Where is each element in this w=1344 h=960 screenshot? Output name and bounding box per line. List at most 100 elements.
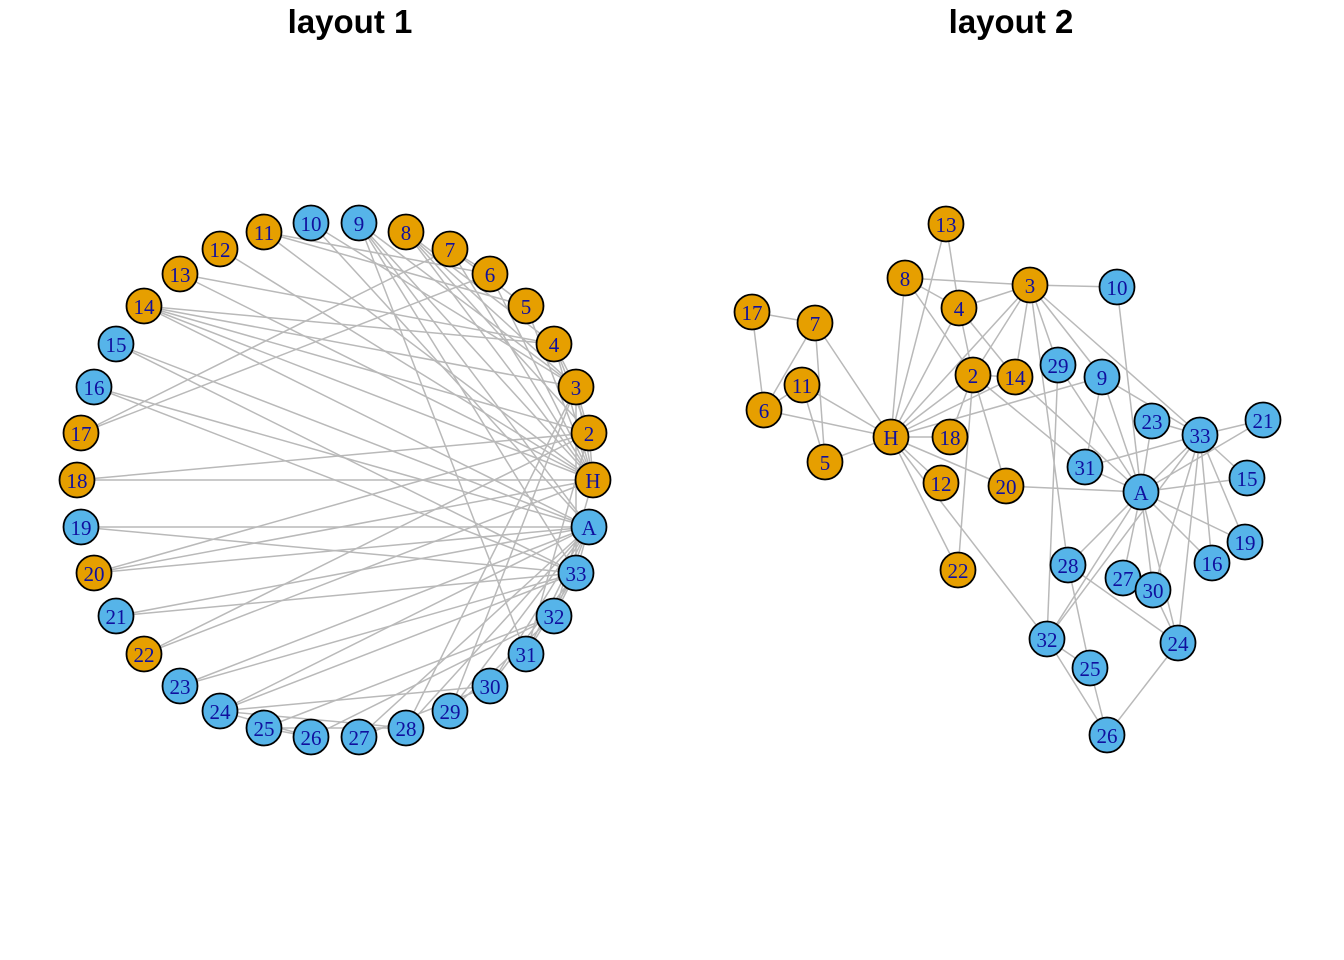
graph-edge-H-12 — [219, 248, 594, 481]
graph-node-23 — [1133, 402, 1171, 440]
graph-edge-24-30 — [219, 685, 491, 712]
graph-edge-3-8 — [904, 277, 1031, 286]
graph-edge-15-A — [115, 343, 590, 528]
graph-edge-H-22 — [890, 436, 959, 571]
graph-edge-2-31 — [972, 374, 1086, 468]
graph-edge-31-33 — [1084, 434, 1201, 468]
graph-node-8 — [387, 213, 425, 251]
graph-node-31 — [507, 635, 545, 673]
graph-edge-2-18 — [76, 432, 590, 481]
graph-edge-3-28 — [405, 386, 577, 729]
graph-edge-H-8 — [405, 231, 594, 481]
graph-edge-27-A — [358, 526, 590, 738]
panel-title-layout-2: layout 2 — [948, 3, 1074, 40]
graph-edge-H-32 — [890, 436, 1048, 640]
graph-edge-24-A — [219, 526, 590, 712]
graph-node-28 — [1049, 546, 1087, 584]
graph-edge-14-A — [1014, 376, 1142, 493]
graph-edge-32-A — [1046, 491, 1142, 640]
graph-edge-24-26 — [1106, 642, 1179, 736]
graph-node-18 — [931, 418, 969, 456]
graph-edge-H-11 — [263, 231, 594, 481]
graph-node-22 — [125, 635, 163, 673]
graph-node-H — [872, 418, 910, 456]
graph-edge-H-7 — [449, 248, 594, 481]
graph-edge-3-14 — [143, 305, 577, 388]
graph-node-19 — [1226, 523, 1264, 561]
graph-node-27 — [340, 718, 378, 756]
graph-node-32 — [1028, 620, 1066, 658]
graph-edge-9-33 — [358, 222, 577, 574]
graph-node-7 — [796, 304, 834, 342]
graph-node-30 — [1134, 571, 1172, 609]
panel-title-layout-1: layout 1 — [287, 3, 413, 40]
graph-edge-26-32 — [1046, 638, 1108, 736]
graph-node-2 — [954, 356, 992, 394]
graph-edge-20-A — [93, 526, 590, 574]
graph-node-6 — [745, 391, 783, 429]
graph-node-16 — [1193, 544, 1231, 582]
graph-node-20 — [987, 467, 1025, 505]
graph-node-2 — [570, 414, 608, 452]
graph-edge-H-13 — [179, 273, 594, 481]
graph-edge-H-14 — [143, 305, 594, 481]
graph-node-29 — [1039, 346, 1077, 384]
graph-node-17 — [733, 293, 771, 331]
graph-node-5 — [806, 443, 844, 481]
graph-edge-21-A — [115, 526, 590, 617]
graph-node-A — [570, 508, 608, 546]
graph-edge-2-22 — [143, 432, 590, 655]
graph-node-17 — [62, 414, 100, 452]
graph-edge-2-22 — [957, 374, 974, 571]
graph-node-13 — [927, 205, 965, 243]
graph-edge-3-28 — [1029, 284, 1069, 566]
graph-edge-16-A — [93, 386, 590, 528]
graph-edge-9-31 — [358, 222, 527, 655]
network-panel-layout-2: H234567891011121314151617181920212223242… — [733, 205, 1282, 754]
graph-edge-29-32 — [1046, 364, 1059, 640]
graph-edge-4-13 — [179, 273, 555, 345]
graph-node-9 — [340, 204, 378, 242]
graph-node-13 — [161, 255, 199, 293]
graph-node-12 — [922, 464, 960, 502]
graph-edge-5-11 — [263, 231, 527, 307]
graph-node-16 — [75, 368, 113, 406]
graph-edge-H-20 — [890, 436, 1007, 487]
graph-edge-27-30 — [358, 685, 491, 738]
graph-node-24 — [201, 692, 239, 730]
graph-edge-H-14 — [890, 376, 1016, 438]
graph-edge-H-9 — [358, 222, 594, 481]
graph-edge-9-A — [1101, 376, 1142, 493]
graph-edge-3-10 — [310, 222, 577, 388]
graph-node-3 — [1011, 266, 1049, 304]
graph-edge-3-8 — [405, 231, 577, 388]
graph-node-6 — [471, 255, 509, 293]
graph-node-31 — [1066, 448, 1104, 486]
graph-node-9 — [1083, 358, 1121, 396]
graph-node-25 — [1071, 649, 1109, 687]
graph-node-23 — [161, 667, 199, 705]
graph-edge-29-A — [1057, 364, 1142, 493]
graph-node-26 — [292, 718, 330, 756]
graph-edge-25-32 — [263, 615, 555, 729]
graph-node-26 — [1088, 716, 1126, 754]
graph-edge-7-17 — [80, 248, 451, 434]
graph-node-28 — [387, 709, 425, 747]
graph-node-15 — [1228, 459, 1266, 497]
graph-node-H — [574, 461, 612, 499]
graph-edge-30-33 — [1152, 434, 1201, 591]
graph-node-24 — [1159, 624, 1197, 662]
graph-edge-21-33 — [115, 572, 577, 617]
graph-node-4 — [535, 325, 573, 363]
graph-edge-23-A — [179, 526, 590, 687]
graph-node-10 — [292, 204, 330, 242]
graph-edge-H-4 — [553, 343, 594, 481]
graph-edge-H-13 — [890, 223, 947, 438]
graph-node-25 — [245, 709, 283, 747]
graph-edge-6-17 — [80, 273, 491, 434]
graph-edge-30-33 — [489, 572, 577, 687]
graph-node-21 — [1244, 401, 1282, 439]
graph-node-21 — [97, 597, 135, 635]
graph-edge-20-A — [1005, 485, 1142, 493]
